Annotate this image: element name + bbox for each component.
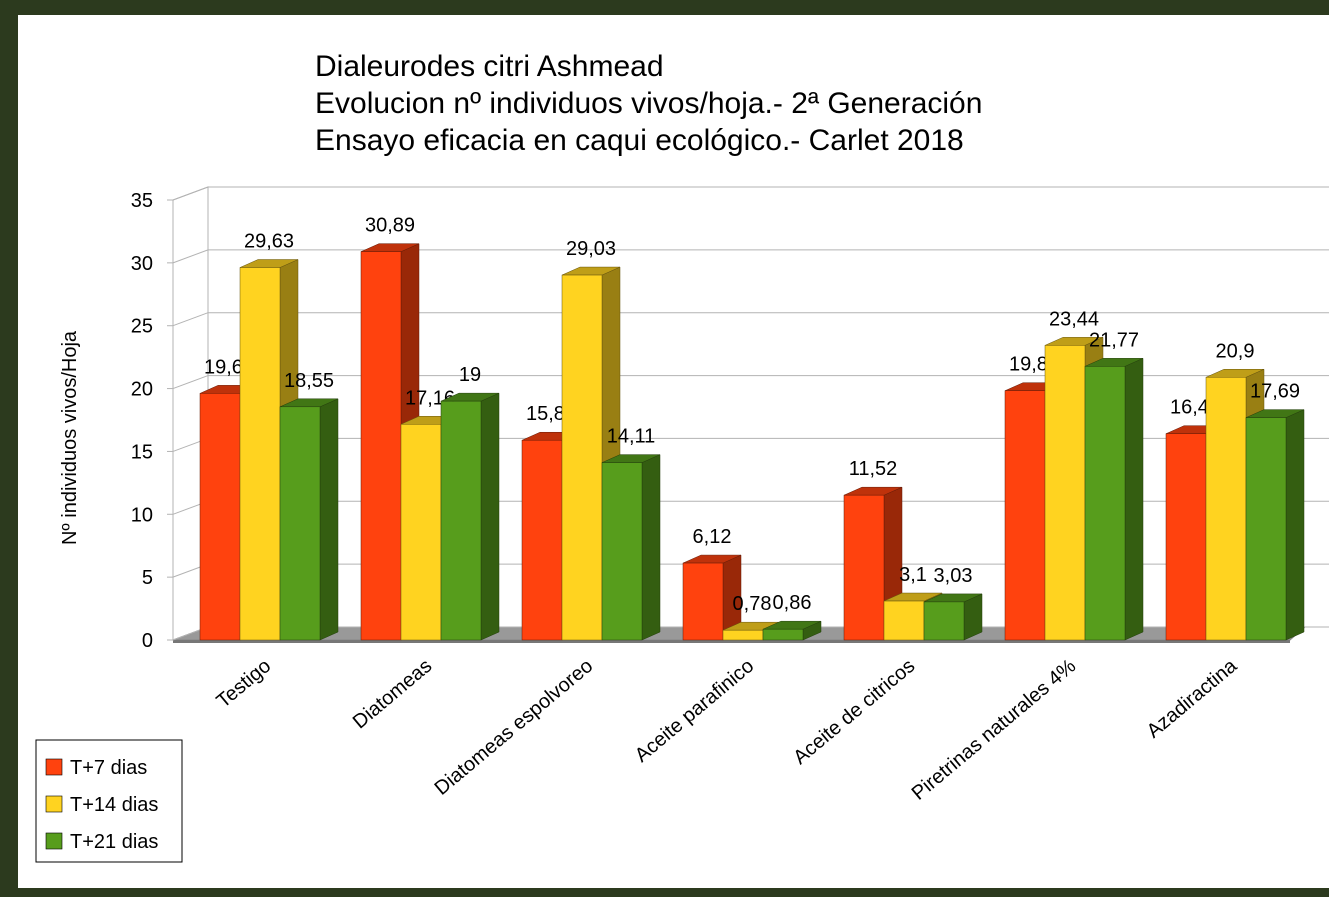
grid-line-side [172,312,209,327]
y-tick-label: 35 [131,190,153,212]
floor-front [173,640,1290,643]
x-tick-label: Diatomeas espolvoreo [431,655,598,800]
y-tick-label: 5 [142,567,153,589]
data-label: 23,44 [1049,308,1099,330]
y-tick-label: 10 [131,504,153,526]
bar [883,600,925,641]
data-label: 3,03 [934,565,973,587]
bar [561,274,603,641]
data-label: 14,11 [607,426,656,448]
legend-swatch [45,758,63,776]
x-tick-label: Diatomeas [349,655,436,733]
bar [722,629,764,641]
chart-title: Ensayo eficacia en caqui ecológico.- Car… [315,124,964,157]
data-label: 19 [459,364,481,386]
grid-line-side [172,186,209,201]
bar [1044,345,1086,641]
bar-side [1285,409,1305,641]
y-tick-label: 30 [131,253,153,275]
data-label: 0,86 [773,592,812,614]
data-label: 29,03 [566,238,616,260]
bar [400,424,442,641]
x-tick-label: Azadiractina [1143,654,1242,742]
bar [762,628,804,641]
data-label: 20,9 [1216,340,1255,362]
data-label: 29,63 [244,231,294,253]
bar [1165,433,1207,641]
bar [601,462,643,641]
bar [843,494,885,641]
data-label: 21,77 [1089,329,1139,351]
grid-line-side [172,249,209,264]
bar [239,267,281,641]
chart-title: Evolucion nº individuos vivos/hoja.- 2ª … [315,87,982,120]
x-tick-label: Piretrinas naturales 4% [908,655,1081,805]
data-label: 17,69 [1250,381,1300,403]
bar [521,439,563,641]
y-axis-label: Nº individuos vivos/Hoja [59,330,81,545]
y-tick-label: 15 [131,441,153,463]
x-tick-label: Aceite de citricos [789,655,919,769]
bar [1245,417,1287,641]
legend-label: T+7 dias [70,757,147,779]
bar-side [319,398,339,641]
data-label: 6,12 [693,526,732,548]
legend-swatch [45,795,63,813]
bar [1205,377,1247,641]
legend-label: T+21 dias [70,831,158,853]
bar-side [641,454,661,641]
data-label: 18,55 [284,370,334,392]
grid-line-side [172,375,209,390]
bar [199,393,241,641]
data-label: 11,52 [849,458,898,480]
legend-label: T+14 dias [70,794,158,816]
bar [682,562,724,641]
chart-title: Dialeurodes citri Ashmead [315,50,664,83]
legend-swatch [45,832,63,850]
bar-side [480,392,500,641]
bar-side [1124,357,1144,641]
y-tick-label: 25 [131,316,153,338]
x-tick-label: Testigo [213,655,276,713]
data-label: 3,1 [899,564,927,586]
bar [279,406,321,641]
data-label: 0,78 [733,593,772,615]
data-label: 30,89 [365,215,415,237]
y-tick-label: 0 [142,630,153,652]
y-tick-label: 20 [131,379,153,401]
bar [1004,390,1046,641]
bar [440,400,482,641]
bar [1084,366,1126,641]
x-tick-label: Aceite parafinico [631,655,758,767]
bar [360,251,402,641]
bar [923,601,965,641]
